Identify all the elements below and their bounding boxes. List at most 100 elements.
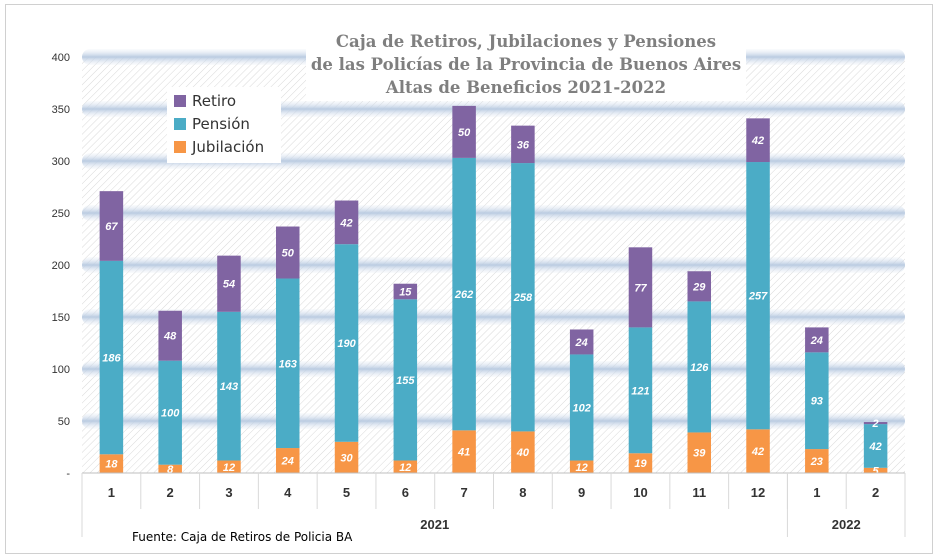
x-tick-label: 12 [751, 485, 765, 500]
y-tick-label: 250 [52, 208, 70, 220]
bar-segment [511, 431, 535, 473]
data-label: 24 [575, 337, 588, 349]
chart-frame: -50 100 150 200 250 300 350 400 18 186 67 8 100 48 12… [5, 4, 933, 554]
bar-segment [687, 271, 712, 302]
data-label: 190 [337, 338, 356, 350]
chart-title-line-2: de las Policías de la Provincia de Bueno… [311, 55, 741, 74]
data-label: 24 [281, 456, 294, 468]
bar-segment [805, 449, 829, 473]
data-label: 36 [517, 139, 530, 151]
bar-segment [158, 464, 182, 473]
data-label: 12 [223, 462, 235, 474]
data-label: 186 [102, 353, 121, 365]
bar-segment [217, 311, 241, 461]
bar-segment [275, 278, 300, 449]
data-label: 18 [105, 459, 118, 471]
data-label: 67 [105, 221, 118, 233]
bar-segment [393, 299, 418, 461]
bar-segment [863, 422, 888, 425]
year-group-label: 2022 [832, 517, 861, 532]
data-label: 258 [513, 292, 533, 304]
legend-swatch-pension [174, 118, 186, 130]
year-group-label: 2021 [420, 517, 449, 532]
x-tick-label: 8 [519, 485, 526, 500]
legend: Retiro Pensión Jubilación [167, 87, 281, 163]
bar-segment [334, 441, 359, 473]
y-tick-label: 400 [52, 52, 70, 64]
bar-segment [275, 226, 300, 279]
data-label: 121 [631, 385, 649, 397]
x-tick-label: 5 [343, 485, 350, 500]
data-label: 48 [163, 331, 177, 343]
data-label: 12 [576, 462, 588, 474]
y-tick-label: - [66, 468, 70, 480]
x-tick-label: 6 [402, 485, 409, 500]
legend-swatch-retiro [174, 95, 186, 107]
legend-label-jubilacion: Jubilación [191, 138, 264, 156]
chart-title: Caja de Retiros, Jubilaciones y Pensione… [306, 27, 746, 101]
x-tick-label: 7 [460, 485, 467, 500]
legend-swatch-jubilacion [174, 141, 186, 153]
source-note: Fuente: Caja de Retiros de Policia BA [132, 530, 353, 544]
bar-segment [393, 283, 418, 300]
x-tick-label: 2 [167, 485, 174, 500]
data-label: 155 [396, 375, 415, 387]
legend-label-pension: Pensión [192, 115, 250, 133]
data-label: 30 [340, 452, 353, 464]
bar-segment [863, 424, 888, 468]
bar-segment [452, 430, 476, 473]
y-tick-label: 350 [52, 104, 70, 116]
data-label: 143 [220, 381, 238, 393]
data-label: 39 [693, 448, 706, 460]
bar-segment [569, 354, 594, 461]
bar-segment [628, 327, 653, 454]
y-tick-label: 150 [52, 312, 70, 324]
x-tick-label: 2 [872, 485, 879, 500]
data-label: 100 [161, 408, 180, 420]
bars [99, 105, 888, 473]
data-label: 8 [167, 464, 174, 476]
data-label: 54 [223, 279, 235, 291]
chart-title-line-3: Altas de Beneficios 2021-2022 [385, 78, 666, 97]
bar-segment [863, 467, 888, 473]
x-tick-label: 4 [284, 485, 292, 500]
chart-title-line-1: Caja de Retiros, Jubilaciones y Pensione… [336, 32, 716, 51]
x-tick-label: 1 [108, 485, 115, 500]
data-label: 50 [458, 127, 471, 139]
bar-segment [158, 310, 182, 361]
data-label: 23 [810, 456, 823, 468]
x-tick-label: 10 [633, 485, 647, 500]
gridline-band [82, 101, 905, 117]
data-label: 12 [399, 462, 411, 474]
bar-segment [746, 429, 770, 473]
data-label: 24 [810, 335, 823, 347]
bar-segment [275, 448, 300, 473]
x-tick-label: 9 [578, 485, 585, 500]
bar-segment [569, 460, 594, 473]
y-tick-label: 200 [52, 260, 70, 272]
data-labels: 1818667810048121435424163503019042121551… [102, 127, 882, 478]
bar-segment [569, 329, 594, 355]
data-label: 126 [690, 362, 709, 374]
bar-segment [393, 460, 418, 473]
bar-segment [217, 460, 241, 473]
bar-segment [158, 360, 182, 465]
legend-label-retiro: Retiro [192, 92, 236, 110]
data-label: 50 [282, 248, 295, 260]
bar-segment [217, 255, 241, 312]
data-label: 5 [873, 465, 880, 477]
bar-segment [628, 247, 653, 328]
bar-segment [687, 301, 712, 433]
gridline-band [82, 309, 905, 325]
bar-segment [687, 432, 712, 473]
bar-segment [334, 244, 359, 442]
data-label: 102 [572, 402, 590, 414]
bar-segment [511, 125, 535, 164]
data-label: 163 [279, 358, 297, 370]
bar-segment [452, 105, 476, 158]
gridline-band [82, 257, 905, 273]
data-label: 2 [872, 418, 879, 430]
data-label: 41 [457, 447, 470, 459]
bar-segment [99, 260, 124, 455]
